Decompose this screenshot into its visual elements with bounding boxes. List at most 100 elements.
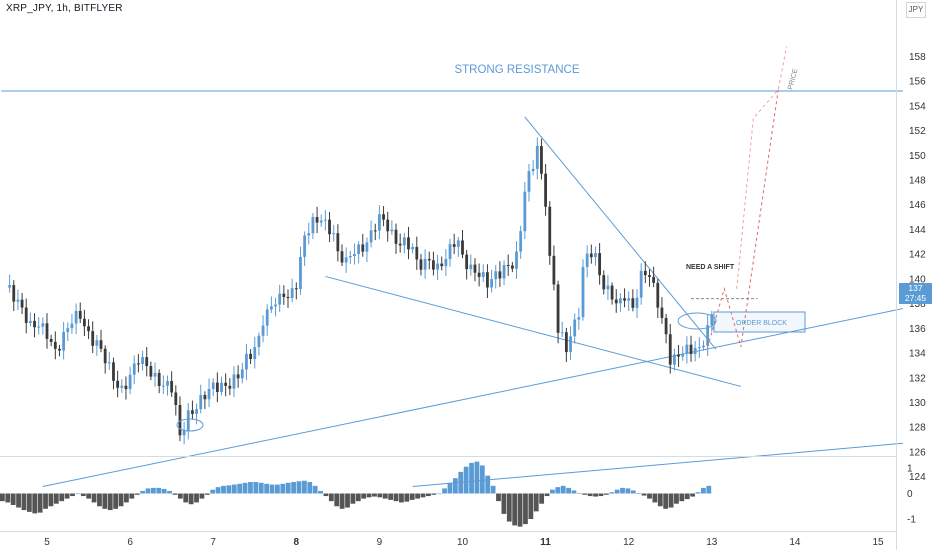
candle-body <box>41 323 45 327</box>
candle-body <box>166 381 169 386</box>
candle-body <box>278 293 282 305</box>
oscillator-bar <box>544 493 550 497</box>
candle-body <box>182 430 186 436</box>
candle-body <box>149 366 153 377</box>
projected-path-alt <box>736 46 788 289</box>
candle-body <box>274 304 277 307</box>
oscillator-bar <box>291 482 296 494</box>
oscillator-bar <box>5 493 11 503</box>
candle-body <box>710 314 714 326</box>
candle-body <box>523 191 527 232</box>
candle-body <box>407 237 410 250</box>
candle-body <box>427 258 431 261</box>
candle-body <box>186 410 190 431</box>
oscillator-bar <box>550 489 555 494</box>
candle-body <box>693 347 697 355</box>
descending-trendline-line <box>524 116 717 350</box>
candle-body <box>498 271 502 279</box>
y-tick-label: 146 <box>909 200 926 211</box>
candle-body <box>639 270 643 298</box>
y-tick-label: 126 <box>909 447 926 458</box>
candle-body <box>282 293 286 297</box>
candle-body <box>556 284 560 333</box>
oscillator-bar <box>388 493 394 500</box>
oscillator-bar <box>690 493 696 497</box>
oscillator-bar <box>404 493 410 502</box>
candle-body <box>128 374 132 390</box>
oscillator-bar <box>107 493 113 511</box>
candle-body <box>315 217 319 223</box>
oscillator-bar <box>312 485 318 494</box>
oscillator-bar <box>657 493 663 507</box>
candle-body <box>215 382 219 392</box>
candle-body <box>340 251 344 263</box>
order-block-box <box>713 311 806 333</box>
candle-body <box>328 219 331 235</box>
oscillator-bar <box>382 493 388 499</box>
oscillator-bar <box>576 492 582 494</box>
oscillator-bar <box>555 487 561 494</box>
candle-body <box>8 285 12 288</box>
candle-body <box>24 307 28 323</box>
candle-body <box>132 363 136 375</box>
oscillator-bar <box>523 493 528 525</box>
candle-body <box>311 217 315 234</box>
x-tick-label: 14 <box>789 537 801 548</box>
candle-body <box>20 299 24 308</box>
candle-body <box>62 332 66 351</box>
oscillator-bar <box>490 485 496 494</box>
oscillator-bar <box>663 493 669 509</box>
x-tick-label: 6 <box>127 537 133 548</box>
candle-body <box>456 240 460 247</box>
oscillator-bar <box>86 493 92 499</box>
oscillator-bar <box>452 478 458 494</box>
candle-body <box>153 372 157 377</box>
candle-body <box>269 306 273 310</box>
candle-body <box>411 246 415 250</box>
oscillator-bar <box>399 493 404 503</box>
candle-body <box>560 332 564 334</box>
candle-body <box>465 254 469 270</box>
oscillator-bar <box>177 493 183 499</box>
candle-body <box>594 253 597 258</box>
candle-body <box>531 168 535 172</box>
candle-body <box>286 296 290 299</box>
candle-body <box>332 233 336 235</box>
oscillator-bar <box>16 493 21 508</box>
oscillator-bar <box>350 493 356 504</box>
x-tick-label: 9 <box>377 537 383 548</box>
candle-body <box>477 272 481 277</box>
candle-body <box>486 272 489 288</box>
currency-badge[interactable]: JPY <box>906 2 926 18</box>
oscillator-bar <box>377 493 383 498</box>
oscillator-bar <box>447 483 453 494</box>
oscillator-bar <box>97 493 102 507</box>
y-tick-label: 148 <box>909 176 926 187</box>
candle-body <box>66 328 70 333</box>
oscillator-bar <box>598 493 604 497</box>
oscillator-bar <box>415 493 421 499</box>
candle-body <box>211 382 215 390</box>
oscillator-bar <box>485 475 491 494</box>
oscillator-bar <box>124 493 129 503</box>
candle-body <box>673 354 676 365</box>
candle-body <box>569 336 572 353</box>
oscillator-bar <box>701 487 706 494</box>
candle-body <box>415 246 419 260</box>
breakout-circle <box>677 312 717 330</box>
oscillator-bar <box>269 484 275 494</box>
candle-body <box>207 389 211 400</box>
oscillator-bar <box>533 493 539 512</box>
candle-body <box>548 206 552 256</box>
candle-body <box>220 382 223 392</box>
candle-body <box>702 345 705 348</box>
oscillator-bar <box>204 493 210 495</box>
candle-body <box>448 244 452 259</box>
candle-body <box>49 338 53 342</box>
oscillator-bar <box>603 493 609 495</box>
candle-body <box>390 229 394 232</box>
oscillator-bar <box>463 466 469 494</box>
candle-body <box>236 374 240 379</box>
candle-body <box>58 348 61 351</box>
